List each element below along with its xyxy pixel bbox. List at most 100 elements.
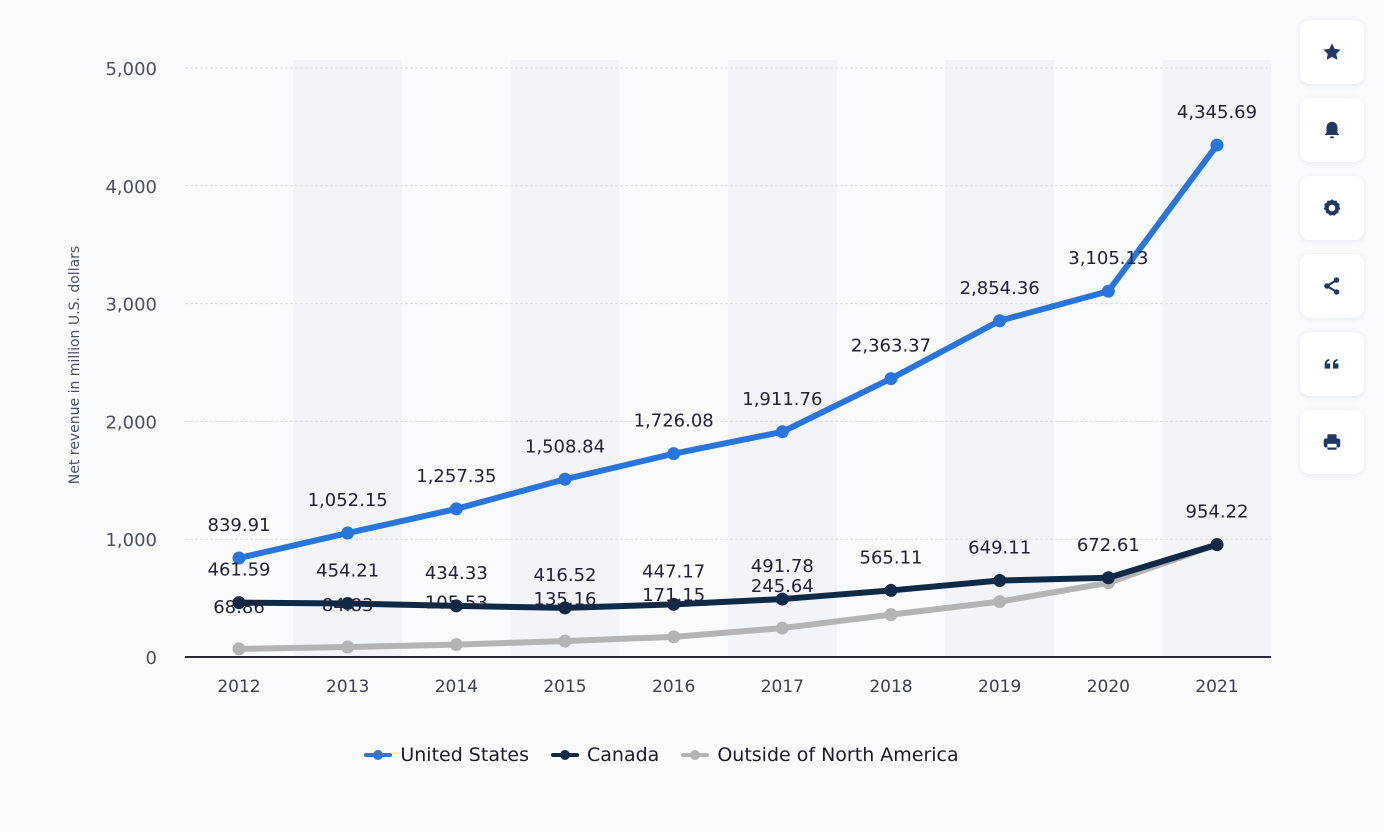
y-tick-label: 5,000 [105, 59, 157, 80]
share-icon [1324, 277, 1340, 295]
legend-label: Canada [587, 744, 660, 766]
y-tick-label: 3,000 [105, 295, 157, 316]
x-tick-label: 2013 [326, 677, 369, 697]
line-chart: 0 1,000 2,000 3,000 4,000 5,000 2012 2013 2014 20… [67, 59, 1272, 697]
quote-icon [1324, 358, 1339, 369]
legend-swatch-icon [681, 750, 710, 760]
y-axis-title: Net revenue in million U.S. dollars [67, 246, 83, 484]
print-icon [1323, 434, 1341, 450]
data-point [884, 583, 898, 597]
series-line-outside-of-north-america [236, 541, 1220, 652]
series-line-canada [236, 541, 1220, 611]
data-label: 1,911.76 [742, 389, 822, 410]
legend-item-united-states[interactable]: United States [364, 744, 529, 766]
data-label: 454.21 [316, 560, 379, 581]
data-point [558, 634, 572, 648]
data-label: 4,345.69 [1177, 102, 1257, 123]
x-tick-label: 2012 [217, 677, 260, 697]
chart-legend: United States Canada Outside of North Am… [0, 744, 1323, 766]
settings-button[interactable] [1300, 176, 1364, 240]
data-label: 1,508.84 [525, 436, 605, 457]
data-point [449, 502, 463, 516]
column-band [293, 60, 402, 657]
data-point [341, 596, 355, 610]
data-label: 1,052.15 [308, 490, 388, 511]
data-point [775, 592, 789, 606]
data-point [1210, 538, 1224, 552]
favorite-button[interactable] [1300, 20, 1364, 84]
data-label: 839.91 [208, 515, 271, 536]
legend-label: United States [400, 744, 530, 766]
data-point [558, 601, 572, 615]
data-point [993, 595, 1007, 609]
data-point [1101, 571, 1115, 585]
gear-icon [1323, 199, 1341, 216]
x-tick-label: 2015 [543, 677, 586, 697]
series-line-united-states [236, 142, 1220, 562]
column-band [945, 60, 1054, 657]
data-point [232, 596, 246, 610]
y-tick-label: 4,000 [105, 177, 157, 198]
legend-item-canada[interactable]: Canada [551, 744, 659, 766]
data-point [667, 630, 681, 644]
x-tick-label: 2014 [435, 677, 478, 697]
data-point [449, 599, 463, 613]
data-label: 649.11 [968, 538, 1031, 559]
data-point [449, 638, 463, 652]
data-label: 461.59 [208, 560, 271, 581]
y-tick-label: 1,000 [105, 530, 157, 551]
data-label: 245.64 [751, 576, 814, 597]
x-tick-label: 2016 [652, 677, 695, 697]
data-label: 434.33 [425, 563, 488, 584]
data-point [1101, 284, 1115, 298]
data-label: 2,363.37 [851, 336, 931, 357]
data-label: 135.16 [534, 589, 597, 610]
data-point [232, 551, 246, 565]
data-label: 672.61 [1077, 535, 1140, 556]
data-point [667, 447, 681, 461]
data-point [993, 574, 1007, 588]
y-tick-label: 0 [146, 648, 157, 669]
notification-button[interactable] [1300, 98, 1364, 162]
star-icon [1323, 43, 1341, 60]
data-label: 105.53 [425, 593, 488, 614]
x-tick-label: 2018 [869, 677, 912, 697]
data-point [884, 372, 898, 386]
cite-button[interactable] [1300, 332, 1364, 396]
data-label: 447.17 [642, 561, 705, 582]
data-label: 954.22 [1186, 502, 1249, 523]
print-button[interactable] [1300, 410, 1364, 474]
x-tick-label: 2021 [1195, 677, 1238, 697]
data-point [667, 597, 681, 611]
y-tick-label: 2,000 [105, 412, 157, 433]
data-label: 1,726.08 [634, 411, 714, 432]
data-point [775, 425, 789, 439]
column-band [728, 60, 837, 657]
data-label: 416.52 [534, 565, 597, 586]
legend-label: Outside of North America [717, 744, 959, 766]
data-label: 2,854.36 [960, 278, 1040, 299]
data-label: 491.78 [751, 556, 814, 577]
bell-icon [1324, 121, 1340, 139]
x-tick-label: 2020 [1087, 677, 1130, 697]
x-tick-label: 2019 [978, 677, 1021, 697]
data-point [341, 526, 355, 540]
data-label: 1,257.35 [416, 466, 496, 487]
data-point [775, 621, 789, 635]
data-point [232, 642, 246, 656]
data-label: 565.11 [860, 547, 923, 568]
legend-item-outside-north-america[interactable]: Outside of North America [681, 744, 959, 766]
column-band [510, 60, 620, 657]
data-point [558, 472, 572, 486]
data-label: 68.86 [213, 597, 265, 618]
data-point [341, 640, 355, 654]
legend-swatch-icon [364, 750, 393, 760]
data-point [1210, 138, 1224, 152]
data-label: 171.15 [642, 585, 705, 606]
share-button[interactable] [1300, 254, 1364, 318]
data-point [993, 314, 1007, 328]
x-tick-label: 2017 [761, 677, 804, 697]
data-label: 3,105.13 [1068, 248, 1148, 269]
data-point [884, 608, 898, 622]
legend-swatch-icon [551, 750, 580, 760]
